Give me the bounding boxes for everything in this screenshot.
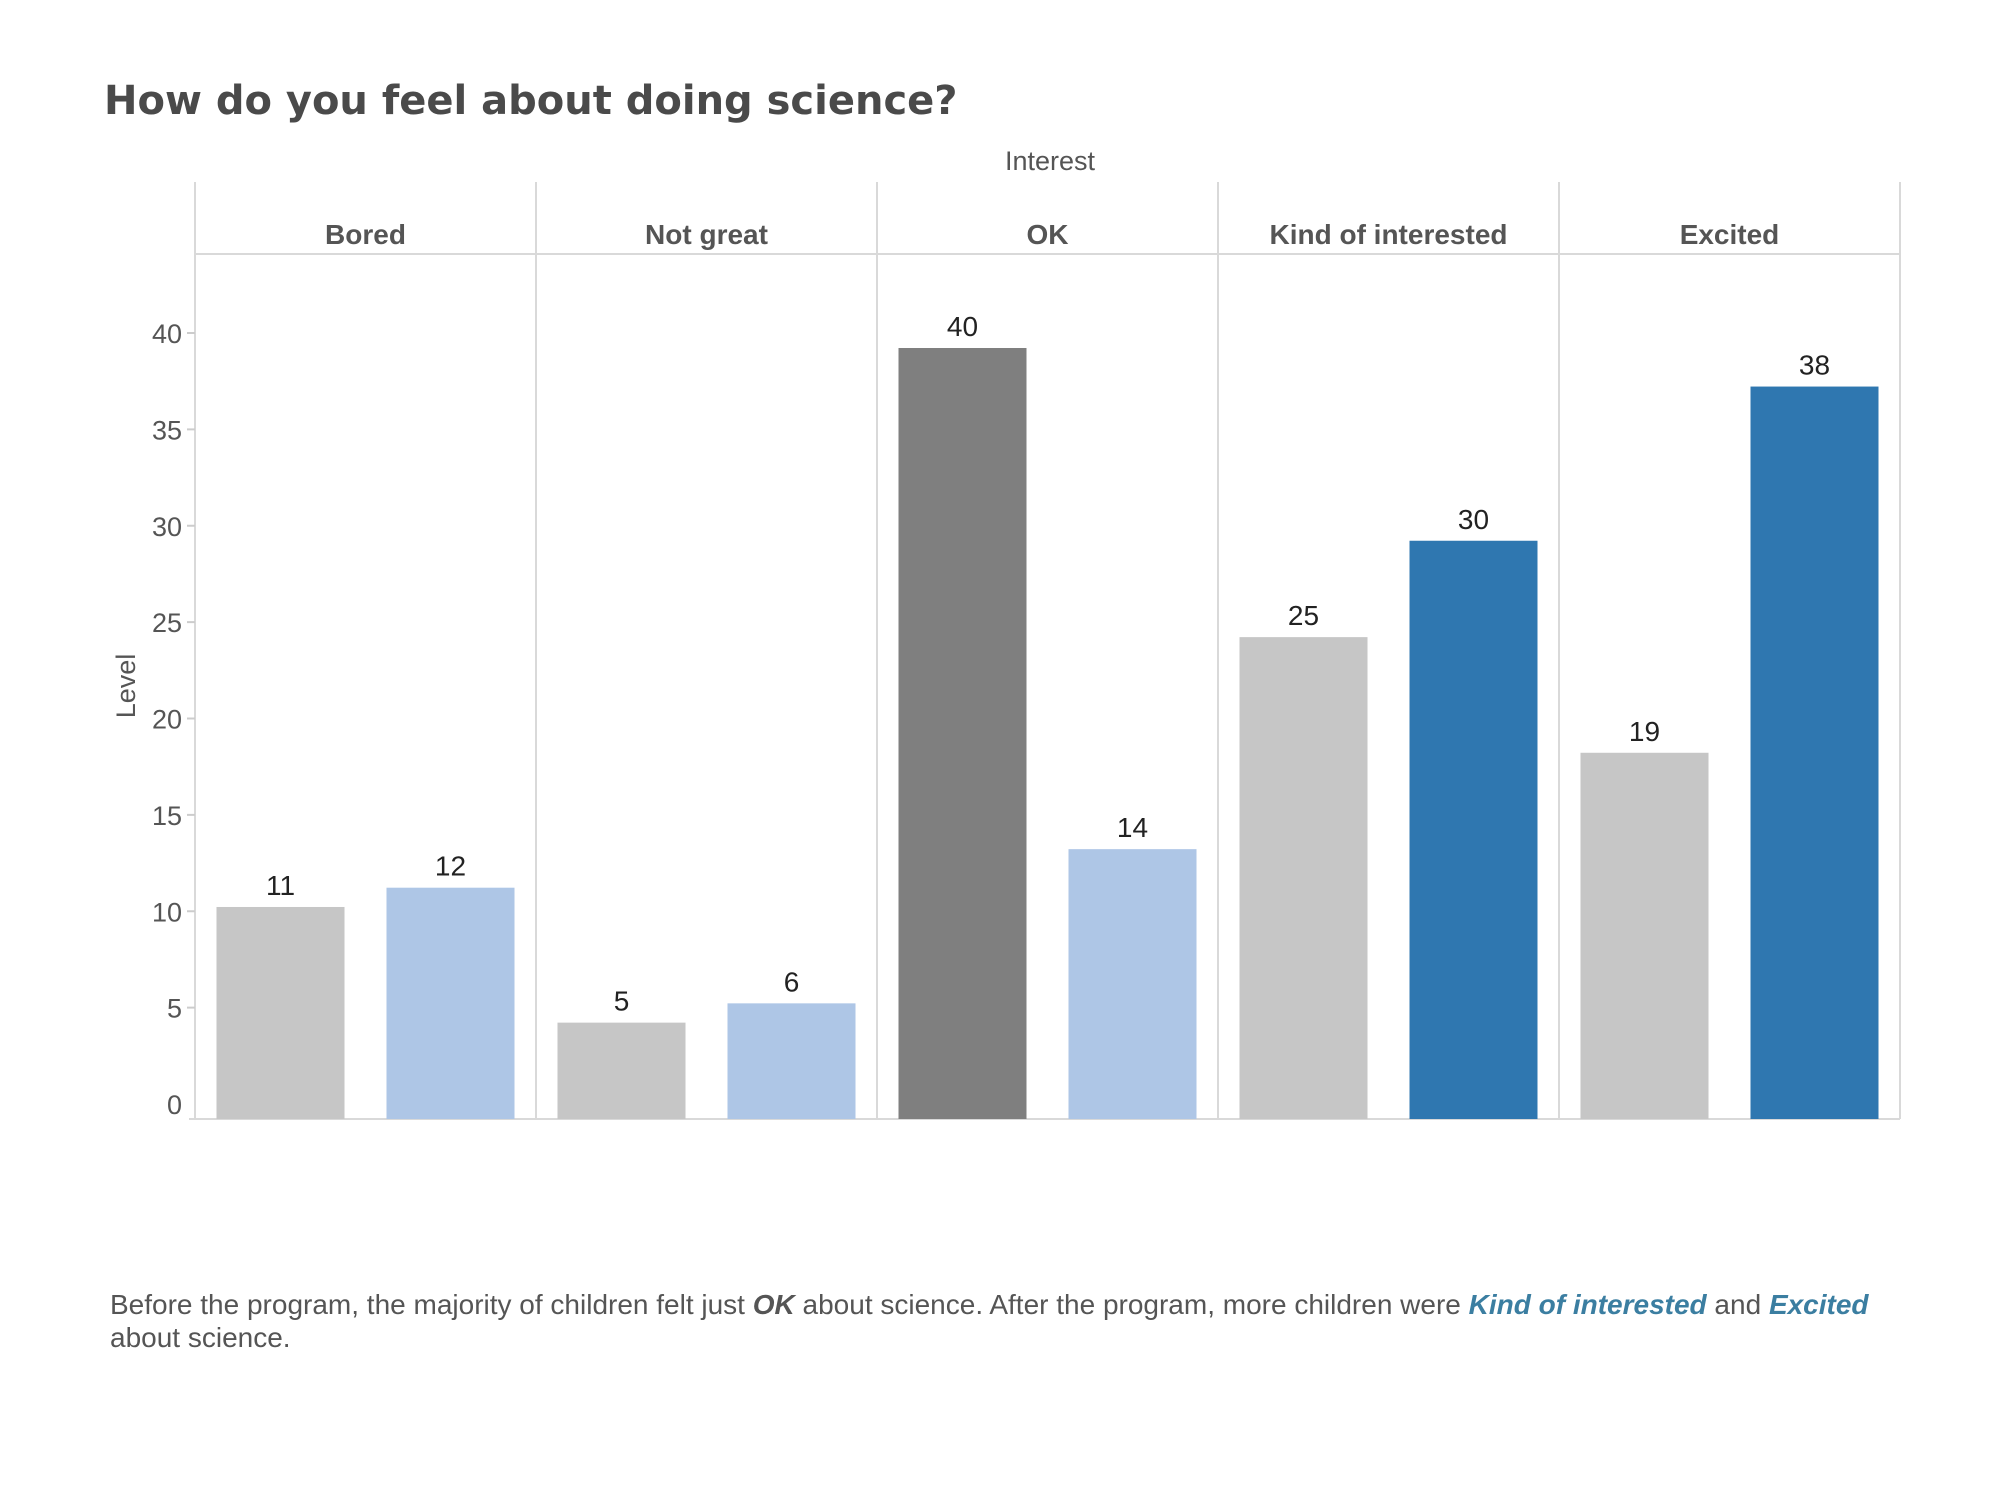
- data-labels: 11 12 5 6 40 14 25 30 19 38: [266, 311, 1830, 1017]
- y-tick-label: 20: [152, 705, 182, 735]
- category-header-kind-of-interested: Kind of interested: [1269, 219, 1507, 250]
- bar-chart: Interest Level 0 5 10 15 20 25 30 35 40 Bored Not…: [111, 146, 1901, 1120]
- y-axis-label: Level: [111, 654, 141, 719]
- caption-text-1: Before the program, the majority of chil…: [110, 1289, 753, 1320]
- data-label: 30: [1458, 504, 1489, 535]
- data-label: 19: [1629, 716, 1660, 747]
- data-label: 6: [784, 966, 800, 997]
- chart-caption: Before the program, the majority of chil…: [110, 1288, 1890, 1354]
- bar-ok-after: [1068, 849, 1197, 1119]
- y-tick-label: 35: [152, 415, 182, 445]
- bar-kind-of-interested-before: [1239, 637, 1368, 1119]
- caption-highlight-kind-of-interested: Kind of interested: [1468, 1289, 1707, 1320]
- data-label: 14: [1117, 812, 1148, 843]
- category-header-ok: OK: [1027, 219, 1069, 250]
- caption-highlight-excited: Excited: [1768, 1289, 1869, 1320]
- y-tick-label: 25: [152, 608, 182, 638]
- data-label: 5: [614, 986, 630, 1017]
- category-headers: Bored Not great OK Kind of interested Excite…: [325, 219, 1779, 250]
- data-label: 38: [1799, 350, 1830, 381]
- bar-not-great-before: [557, 1022, 686, 1119]
- category-header-bored: Bored: [325, 219, 406, 250]
- y-axis: 0 5 10 15 20 25 30 35 40: [152, 319, 195, 1120]
- category-header-excited: Excited: [1680, 219, 1780, 250]
- caption-text-4: about science.: [110, 1322, 291, 1353]
- bar-bored-after: [386, 887, 515, 1119]
- bar-ok-before: [898, 348, 1027, 1119]
- data-label: 40: [947, 311, 978, 342]
- category-header-not-great: Not great: [645, 219, 768, 250]
- y-tick-label: 0: [167, 1090, 182, 1120]
- data-label: 11: [266, 870, 295, 901]
- caption-text-2: about science. After the program, more c…: [794, 1289, 1469, 1320]
- y-tick-label: 40: [152, 319, 182, 349]
- y-tick-label: 5: [167, 994, 182, 1024]
- y-tick-label: 30: [152, 512, 182, 542]
- bars: [216, 348, 1879, 1119]
- bar-excited-before: [1580, 752, 1709, 1119]
- chart-title: How do you feel about doing science?: [104, 78, 958, 124]
- column-header-interest: Interest: [1005, 146, 1096, 176]
- y-tick-label: 15: [152, 801, 182, 831]
- bar-bored-before: [216, 906, 345, 1119]
- bar-kind-of-interested-after: [1409, 540, 1538, 1119]
- bar-not-great-after: [727, 1003, 856, 1119]
- data-label: 25: [1288, 600, 1319, 631]
- caption-text-3: and: [1706, 1289, 1769, 1320]
- data-label: 12: [435, 851, 466, 882]
- caption-highlight-ok: OK: [752, 1289, 795, 1320]
- bar-excited-after: [1750, 386, 1879, 1119]
- y-tick-label: 10: [152, 897, 182, 927]
